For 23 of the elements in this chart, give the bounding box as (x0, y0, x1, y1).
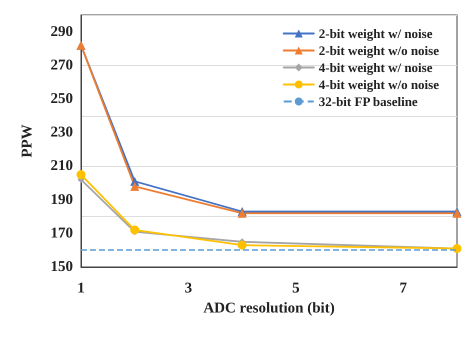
y-tick-label: 150 (50, 259, 73, 275)
point (130, 182, 140, 191)
x-tick-label: 3 (184, 280, 192, 296)
legend-label: 32-bit FP baseline (318, 94, 418, 109)
legend-label: 2-bit weight w/ noise (318, 26, 433, 41)
point (238, 240, 247, 250)
y-tick-label: 170 (50, 225, 73, 242)
x-tick-label: 1 (77, 280, 85, 296)
y-tick-label: 270 (50, 57, 73, 74)
y-tick-label: 290 (50, 24, 73, 40)
x-axis-title: ADC resolution (bit) (203, 300, 335, 316)
y-tick-label: 230 (50, 124, 73, 141)
legend-label: 2-bit weight w/o noise (318, 43, 440, 58)
point (76, 170, 86, 180)
x-tick-label: 7 (400, 280, 408, 296)
y-tick-label: 250 (50, 91, 73, 107)
y-tick-label: 190 (50, 192, 73, 208)
y-axis-title: PPW (20, 124, 36, 158)
x-tick-label: 5 (292, 280, 300, 296)
legend-label: 4-bit weight w/ noise (318, 60, 433, 75)
point (130, 226, 140, 235)
y-tick-label: 210 (50, 158, 73, 174)
legend-label: 4-bit weight w/o noise (318, 77, 440, 92)
